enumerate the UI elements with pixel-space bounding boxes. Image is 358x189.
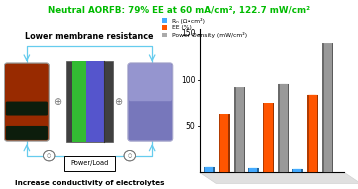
Text: Neutral AORFB: 79% EE at 60 mA/cm², 122.7 mW/cm²: Neutral AORFB: 79% EE at 60 mA/cm², 122.… [48, 6, 310, 15]
Text: Increase conductivity of electrolytes: Increase conductivity of electrolytes [15, 180, 164, 186]
Polygon shape [307, 95, 309, 172]
Polygon shape [200, 172, 358, 184]
Polygon shape [278, 84, 289, 172]
Polygon shape [301, 169, 303, 172]
FancyBboxPatch shape [64, 156, 115, 171]
Polygon shape [213, 167, 215, 172]
Polygon shape [204, 167, 215, 172]
Legend: Rₙ (Ω•cm²), EE (%), Power Density (mW/cm²): Rₙ (Ω•cm²), EE (%), Power Density (mW/cm… [160, 16, 248, 39]
Polygon shape [307, 95, 318, 172]
Polygon shape [248, 168, 259, 172]
Polygon shape [272, 103, 274, 172]
FancyBboxPatch shape [129, 64, 172, 101]
Polygon shape [322, 43, 324, 172]
Polygon shape [332, 43, 333, 172]
Polygon shape [204, 167, 205, 172]
Circle shape [44, 150, 55, 161]
FancyBboxPatch shape [128, 63, 173, 141]
FancyBboxPatch shape [6, 101, 48, 115]
FancyBboxPatch shape [5, 63, 49, 141]
FancyBboxPatch shape [6, 126, 48, 140]
Polygon shape [263, 103, 265, 172]
Polygon shape [292, 169, 303, 172]
Polygon shape [316, 95, 318, 172]
Text: ⊕: ⊕ [53, 97, 61, 107]
Polygon shape [219, 114, 230, 172]
FancyBboxPatch shape [86, 61, 104, 142]
FancyBboxPatch shape [66, 61, 113, 142]
Text: 100: 100 [181, 76, 195, 84]
Polygon shape [292, 169, 294, 172]
Polygon shape [243, 87, 245, 172]
Polygon shape [263, 103, 274, 172]
FancyBboxPatch shape [5, 63, 49, 141]
Polygon shape [234, 87, 236, 172]
Polygon shape [288, 84, 289, 172]
Polygon shape [219, 114, 221, 172]
Text: 50: 50 [186, 122, 195, 131]
Text: Lower membrane resistance: Lower membrane resistance [25, 32, 154, 41]
Polygon shape [248, 168, 249, 172]
Text: ⊕: ⊕ [114, 97, 122, 107]
Text: ○: ○ [47, 153, 51, 158]
Polygon shape [322, 43, 333, 172]
FancyBboxPatch shape [72, 61, 86, 142]
Text: ○: ○ [128, 153, 132, 158]
Polygon shape [228, 114, 230, 172]
Circle shape [124, 150, 136, 161]
Polygon shape [234, 87, 245, 172]
Polygon shape [257, 168, 259, 172]
Text: 150: 150 [181, 29, 195, 38]
Text: Power/Load: Power/Load [70, 160, 109, 166]
Polygon shape [278, 84, 280, 172]
